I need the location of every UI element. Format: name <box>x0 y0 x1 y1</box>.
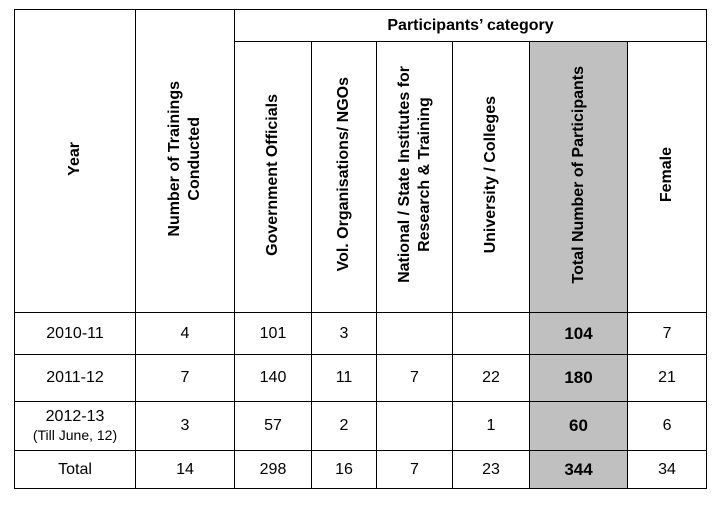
cell-vol: 2 <box>311 401 377 451</box>
cell-vol: 11 <box>311 354 377 402</box>
header-govt-label: Government Officials <box>264 93 281 256</box>
cell-female: 21 <box>626 354 708 402</box>
table-row: 2011-12 7 140 11 7 22 180 21 <box>14 354 708 402</box>
cell-govt: 140 <box>234 354 312 402</box>
cell-year: 2010-11 <box>14 312 136 355</box>
cell-vol: 3 <box>311 312 377 355</box>
header-university-label: University / Colleges <box>482 95 499 254</box>
year-note: (Till June, 12) <box>32 427 118 443</box>
header-year-label: Year <box>66 141 83 176</box>
cell-govt: 57 <box>234 401 312 451</box>
header-vol: Vol. Organisations/ NGOs <box>311 41 377 313</box>
cell-trainings: 4 <box>135 312 235 355</box>
header-national: National / State Institutes for Research … <box>376 41 453 313</box>
header-trainings-label: Number of Trainings Conducted <box>166 80 203 237</box>
cell-total: 344 <box>529 450 628 489</box>
header-university: University / Colleges <box>452 41 530 313</box>
header-total-label: Total Number of Participants <box>569 65 587 284</box>
cell-female: 34 <box>626 450 708 489</box>
table-row: 2012-13 (Till June, 12) 3 57 2 1 60 6 <box>14 401 708 451</box>
header-year: Year <box>14 9 136 313</box>
header-female: Female <box>626 41 708 313</box>
header-national-label: National / State Institutes for Research … <box>395 66 433 283</box>
cell-national <box>376 312 453 355</box>
participants-table: Year Number of Trainings Conducted Partic… <box>14 9 708 489</box>
cell-govt: 298 <box>234 450 312 489</box>
header-total: Total Number of Participants <box>529 41 628 313</box>
header-trainings: Number of Trainings Conducted <box>135 9 235 313</box>
cell-trainings: 7 <box>135 354 235 402</box>
cell-year: Total <box>14 450 136 489</box>
cell-year: 2012-13 (Till June, 12) <box>14 401 136 451</box>
header-vol-label: Vol. Organisations/ NGOs <box>335 77 352 272</box>
cell-trainings: 14 <box>135 450 235 489</box>
cell-total: 104 <box>529 312 628 355</box>
cell-national <box>376 401 453 451</box>
header-govt: Government Officials <box>234 41 312 313</box>
cell-year: 2011-12 <box>14 354 136 402</box>
header-participants-category: Participants’ category <box>233 9 708 42</box>
cell-female: 6 <box>626 401 708 451</box>
table-row-total: Total 14 298 16 7 23 344 34 <box>14 450 708 489</box>
cell-national: 7 <box>376 450 453 489</box>
cell-trainings: 3 <box>135 401 235 451</box>
cell-total: 60 <box>529 401 628 451</box>
cell-female: 7 <box>626 312 708 355</box>
cell-govt: 101 <box>234 312 312 355</box>
cell-university: 1 <box>452 401 530 451</box>
cell-vol: 16 <box>311 450 377 489</box>
cell-university: 22 <box>452 354 530 402</box>
cell-university <box>452 312 530 355</box>
cell-university: 23 <box>452 450 530 489</box>
table-row: 2010-11 4 101 3 104 7 <box>14 312 708 355</box>
cell-total: 180 <box>529 354 628 402</box>
cell-national: 7 <box>376 354 453 402</box>
header-female-label: Female <box>658 146 676 203</box>
